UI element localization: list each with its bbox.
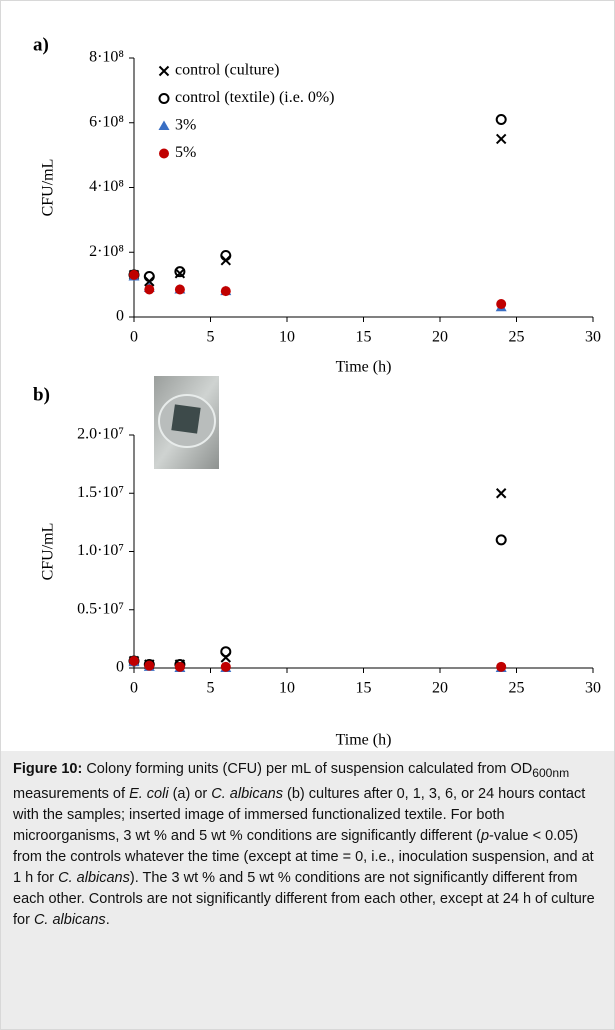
marker-x (174, 268, 186, 279)
y-axis-title: CFU/mL (40, 523, 57, 581)
caption-species: C. albicans (58, 869, 130, 886)
x-tick-label: 15 (356, 680, 372, 697)
marker-open-circle (495, 114, 507, 126)
marker-circle (496, 299, 507, 310)
legend-item: 5% (159, 144, 196, 161)
marker-circle (159, 148, 169, 159)
marker-open-circle (174, 266, 186, 278)
caption-text: (b) cultures after 0, 1, 3, 6, or 24 hou… (13, 785, 586, 844)
marker-circle (144, 660, 155, 671)
legend-label: 5% (175, 144, 196, 161)
caption-text: (a) or (168, 785, 212, 802)
caption-text: Colony forming units (CFU) per mL of sus… (82, 761, 533, 777)
x-tick-label: 25 (509, 680, 525, 697)
marker-x (495, 133, 507, 145)
panel-label: a) (33, 34, 49, 55)
marker-triangle (158, 120, 170, 130)
marker-open-circle (143, 271, 155, 283)
legend-label: control (textile) (i.e. 0%) (175, 89, 335, 106)
marker-circle (129, 269, 139, 280)
x-tick-label: 5 (207, 680, 215, 697)
marker-open-circle (220, 249, 232, 261)
y-tick-label: 0 (116, 659, 124, 676)
marker-circle (496, 661, 507, 672)
x-tick-label: 0 (130, 680, 138, 697)
y-tick-label: 6·10⁸ (89, 113, 124, 130)
marker-x (158, 65, 170, 77)
y-tick-label: 8·10⁸ (89, 49, 124, 66)
legend-item: 3% (158, 117, 196, 134)
marker-x (495, 488, 507, 499)
y-tick-label: 0 (116, 308, 124, 325)
marker-circle (144, 284, 155, 295)
marker-open-circle (158, 93, 170, 104)
caption-subscript: 600nm (532, 765, 570, 780)
marker-open-circle (220, 646, 232, 658)
caption: Figure 10: Colony forming units (CFU) pe… (1, 751, 614, 1029)
caption-species: C. albicans (211, 785, 283, 802)
x-tick-label: 15 (356, 329, 372, 346)
y-tick-label: 0.5·10⁷ (77, 600, 124, 617)
panel-label: b) (33, 384, 50, 405)
x-tick-label: 25 (509, 329, 525, 346)
marker-circle (129, 656, 139, 667)
inset-photo (154, 376, 219, 469)
y-tick-label: 2·10⁸ (89, 243, 124, 260)
y-tick-label: 1.0·10⁷ (77, 542, 124, 559)
x-axis-title: Time (h) (336, 359, 392, 376)
marker-circle (220, 286, 231, 297)
caption-text: ). The 3 wt % and 5 wt % conditions are … (13, 869, 595, 928)
caption-text: . (105, 911, 110, 928)
y-tick-label: 4·10⁸ (89, 178, 124, 195)
x-tick-label: 30 (585, 329, 601, 346)
marker-circle (174, 284, 185, 295)
x-tick-label: 10 (279, 680, 295, 697)
caption-species: C. albicans (33, 911, 106, 928)
caption-species: E. coli (129, 785, 169, 802)
legend-label: control (culture) (175, 62, 279, 79)
caption-text: measurements of (13, 785, 130, 802)
marker-open-circle (495, 534, 507, 546)
legend-item: control (textile) (i.e. 0%) (158, 89, 335, 106)
x-tick-label: 30 (585, 680, 601, 697)
y-tick-label: 1.5·10⁷ (77, 484, 124, 501)
x-axis-title: Time (h) (336, 732, 392, 749)
x-tick-label: 20 (432, 329, 448, 346)
x-tick-label: 0 (130, 329, 138, 346)
y-tick-label: 2.0·10⁷ (77, 426, 124, 443)
caption-text: -value < 0.05) from the controls whateve… (13, 827, 594, 886)
x-tick-label: 5 (207, 329, 215, 346)
legend-item: control (culture) (158, 62, 279, 79)
caption-italic: p (480, 827, 490, 844)
x-tick-label: 10 (279, 329, 295, 346)
x-tick-label: 20 (432, 680, 448, 697)
legend-label: 3% (175, 117, 196, 134)
marker-circle (220, 661, 231, 672)
charts: 0 2·10⁸ 4·10⁸ 6·10⁸ 8·10⁸ 0 5 10 15 20 25 30 Time (h… (33, 34, 601, 749)
marker-circle (174, 661, 185, 672)
y-axis-title: CFU/mL (40, 159, 57, 217)
caption-label: Figure 10: (13, 761, 83, 777)
